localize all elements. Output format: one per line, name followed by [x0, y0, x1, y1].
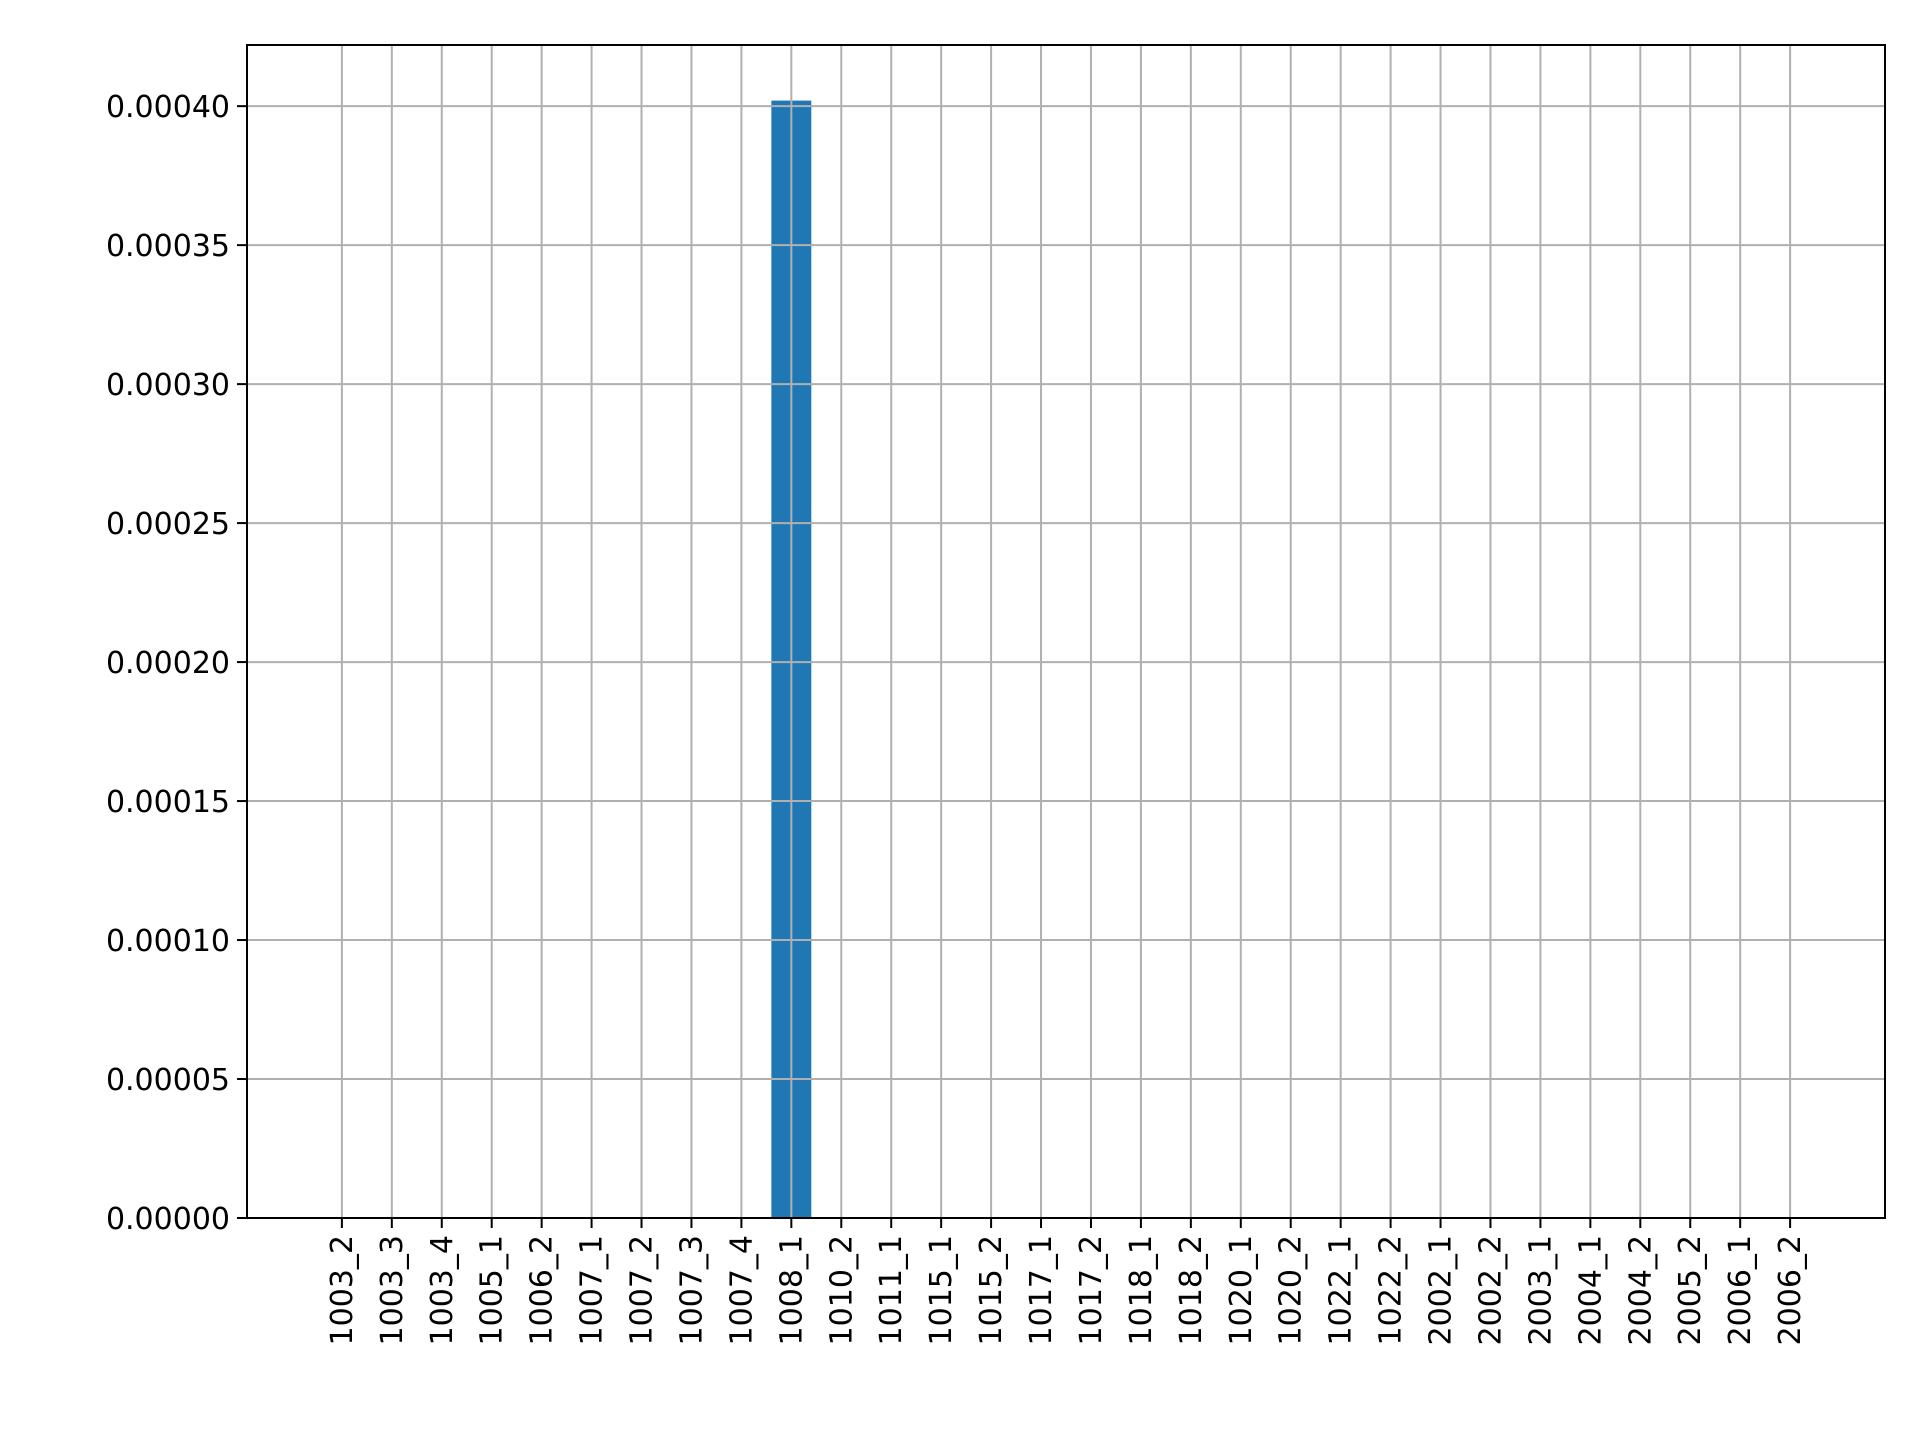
x-tick-label: 2002_1: [1424, 1235, 1459, 1345]
x-tick-label: 1018_2: [1174, 1235, 1209, 1345]
x-tick-label: 1015_2: [974, 1235, 1009, 1345]
y-tick-label: 0.00000: [106, 1202, 230, 1237]
x-axis: 1003_2 1003_3 1003_4 1005_1 1006_2 1007_1 1007…: [325, 1218, 1808, 1345]
x-tick-label: 1011_1: [874, 1235, 909, 1345]
y-tick-label: 0.00015: [106, 785, 230, 820]
x-tick-label: 2004_2: [1623, 1235, 1658, 1345]
x-tick-label: 2002_2: [1473, 1235, 1508, 1345]
x-tick-label: 1022_2: [1374, 1235, 1409, 1345]
y-tick-label: 0.00035: [106, 229, 230, 264]
x-tick-label: 1018_1: [1124, 1235, 1159, 1345]
y-axis: 0.00000 0.00005 0.00010 0.00015 0.00020 0.000…: [106, 90, 247, 1237]
x-tick-label: 1017_1: [1024, 1235, 1059, 1345]
x-tick-label: 1022_1: [1324, 1235, 1359, 1345]
x-tick-label: 1017_2: [1074, 1235, 1109, 1345]
plot-frame: [246, 44, 1886, 1219]
x-tick-label: 2003_1: [1523, 1235, 1558, 1345]
x-tick-label: 1008_1: [774, 1235, 809, 1345]
y-tick-label: 0.00040: [106, 90, 230, 125]
x-tick-label: 1010_2: [824, 1235, 859, 1345]
x-tick-label: 1007_3: [674, 1235, 709, 1345]
x-tick-label: 2006_1: [1723, 1235, 1758, 1345]
x-tick-label: 2006_2: [1773, 1235, 1808, 1345]
x-tick-label: 1003_3: [375, 1235, 410, 1345]
x-tick-label: 2005_2: [1673, 1235, 1708, 1345]
y-tick-label: 0.00030: [106, 368, 230, 403]
x-tick-label: 1020_2: [1274, 1235, 1309, 1345]
x-tick-label: 1003_2: [325, 1235, 360, 1345]
x-tick-label: 2004_1: [1573, 1235, 1608, 1345]
grid-overlay: [771, 100, 812, 1218]
x-tick-label: 1005_1: [475, 1235, 510, 1345]
y-tick-label: 0.00025: [106, 507, 230, 542]
y-tick-label: 0.00005: [106, 1063, 230, 1098]
y-tick-label: 0.00010: [106, 924, 230, 959]
x-tick-label: 1006_2: [525, 1235, 560, 1345]
y-tick-label: 0.00020: [106, 646, 230, 681]
x-tick-label: 1015_1: [924, 1235, 959, 1345]
x-tick-label: 1007_2: [625, 1235, 660, 1345]
x-tick-label: 1007_1: [575, 1235, 610, 1345]
x-tick-label: 1007_4: [724, 1235, 759, 1345]
x-tick-label: 1020_1: [1224, 1235, 1259, 1345]
grid: [247, 45, 1885, 1219]
x-tick-label: 1003_4: [425, 1235, 460, 1345]
